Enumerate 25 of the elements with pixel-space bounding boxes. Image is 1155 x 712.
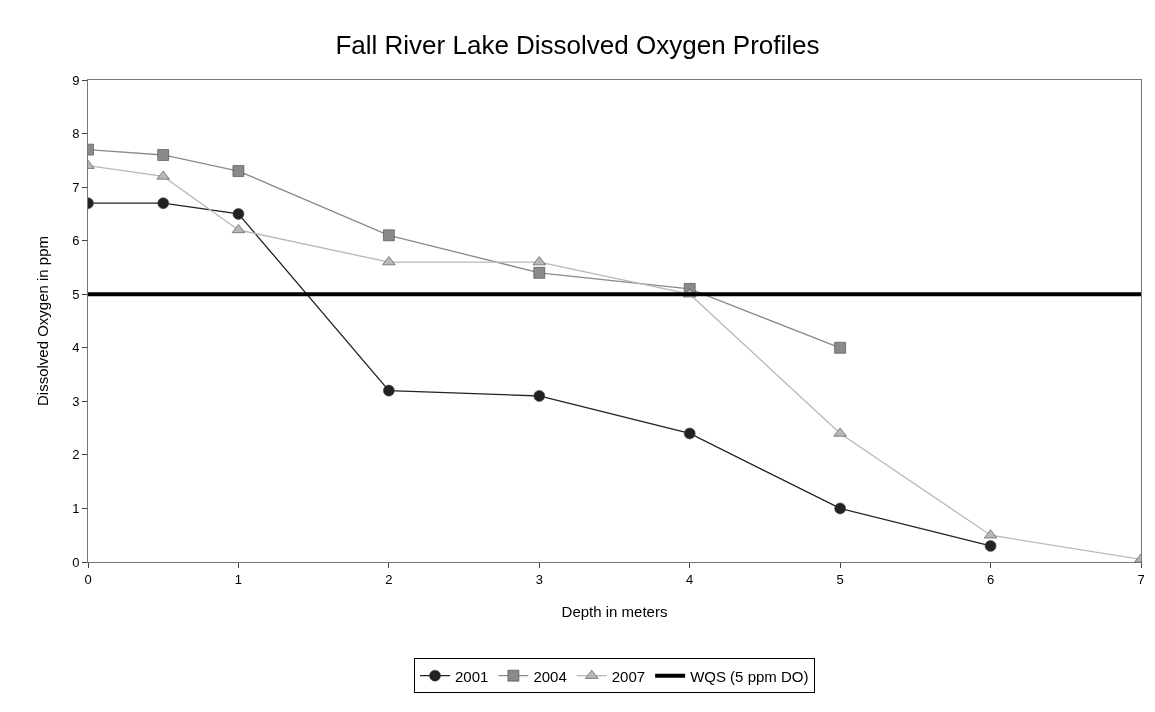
- y-tick-label: 3: [72, 393, 80, 409]
- y-tick-label: 6: [72, 233, 80, 249]
- y-tick-label: 4: [72, 340, 80, 356]
- y-tick-label: 5: [72, 286, 80, 302]
- x-tick-label: 6: [986, 571, 995, 587]
- y-tick-label: 9: [72, 72, 80, 88]
- y-axis-title: Dissolved Oxygen in ppm: [34, 235, 51, 407]
- x-tick-label: 2: [385, 571, 393, 587]
- chart-title: Fall River Lake Dissolved Oxygen Profiles: [335, 29, 820, 60]
- y-tick-label: 1: [72, 500, 80, 516]
- legend-label: WQS (5 ppm DO): [690, 667, 809, 685]
- x-axis-title: Depth in meters: [561, 603, 668, 620]
- y-tick-label: 0: [72, 554, 80, 570]
- legend-label: 2004: [533, 667, 567, 685]
- x-tick-label: 7: [1137, 571, 1145, 587]
- x-tick-label: 1: [234, 571, 243, 587]
- y-tick-label: 8: [72, 126, 80, 142]
- x-tick-label: 4: [686, 571, 694, 587]
- legend-label: 2001: [455, 667, 489, 685]
- y-tick-label: 7: [72, 179, 80, 195]
- legend-label: 2007: [611, 667, 646, 685]
- y-tick-label: 2: [72, 447, 80, 463]
- x-tick-label: 3: [535, 571, 543, 587]
- x-tick-label: 5: [836, 571, 844, 587]
- x-tick-label: 0: [84, 571, 92, 587]
